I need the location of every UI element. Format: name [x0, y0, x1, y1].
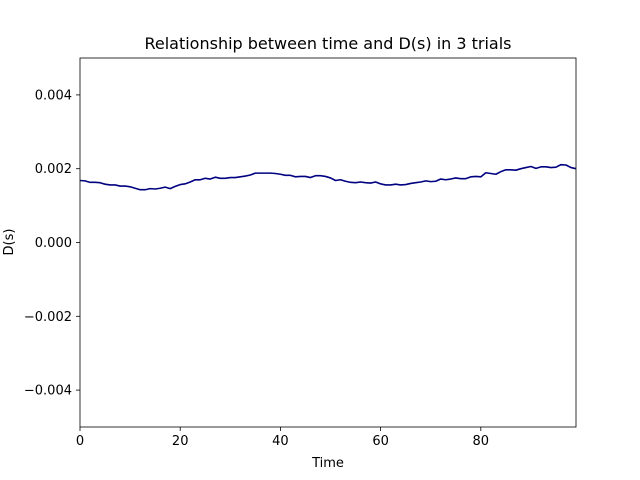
x-tick-label: 20 [172, 434, 189, 449]
chart-title: Relationship between time and D(s) in 3 … [144, 34, 511, 53]
y-tick-label: 0.002 [35, 162, 72, 177]
y-tick-label: 0.000 [35, 236, 72, 251]
series-line-0 [79, 163, 577, 191]
y-axis-label: D(s) [2, 229, 17, 256]
x-tick-label: 0 [76, 434, 84, 449]
x-tick-label: 40 [272, 434, 289, 449]
x-tick-label: 80 [473, 434, 490, 449]
y-tick-label: 0.004 [35, 88, 72, 103]
y-tick-label: −0.002 [24, 310, 72, 325]
y-tick-label: −0.004 [24, 384, 72, 399]
plot-area: 0 20 40 60 80 −0.004 −0.002 0.000 0.002 0.004 [24, 57, 577, 449]
plot-frame [79, 57, 577, 428]
x-tick-label: 60 [372, 434, 389, 449]
x-axis-label: Time [311, 456, 344, 471]
